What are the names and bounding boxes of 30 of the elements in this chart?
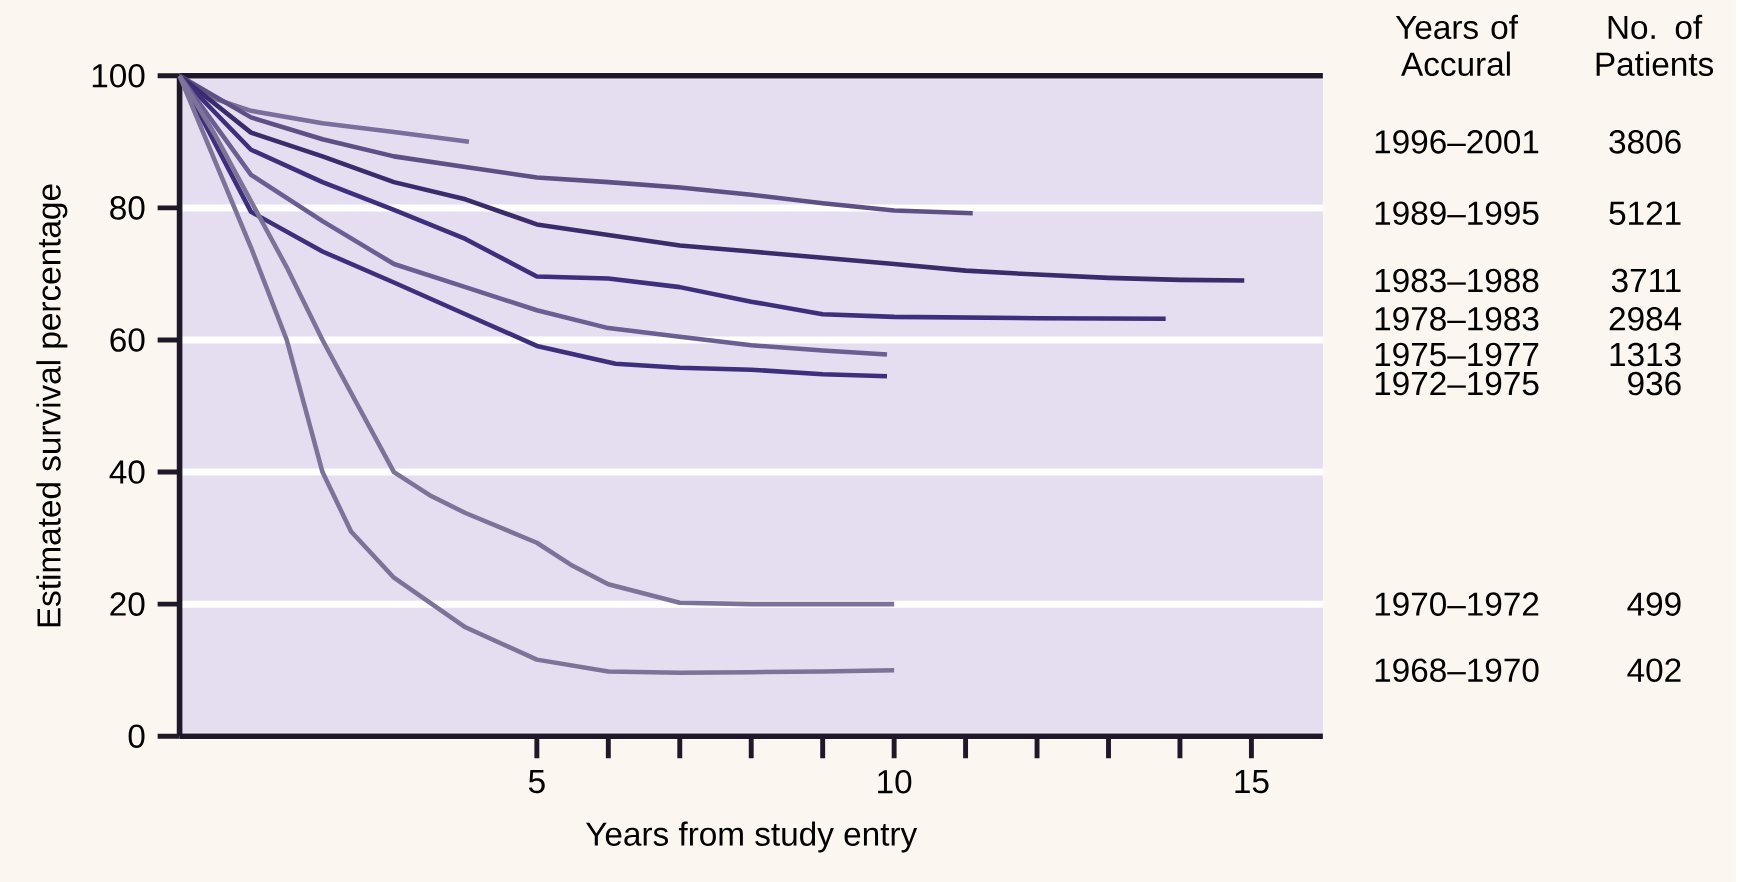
text: 1978–1983: [1375, 307, 1539, 331]
text: 1313: [1610, 342, 1681, 367]
y-axis-title: Estimated survival percentage: [36, 184, 68, 627]
y-tick-label: 100: [92, 64, 145, 88]
text: No. of Patients: [1596, 14, 1714, 77]
text: 402: [1627, 658, 1681, 683]
text: 5121: [1609, 201, 1681, 226]
x-tick-label: 15: [1235, 770, 1269, 794]
text: 1996–2001: [1375, 130, 1539, 154]
x-tick-label: 10: [878, 770, 912, 794]
y-tick-label: 40: [109, 460, 145, 484]
line-series: [177, 73, 976, 216]
x-tick-label: 5: [528, 770, 545, 794]
text: 1989–1995: [1375, 201, 1539, 226]
text: 1983–1988: [1375, 268, 1539, 293]
text: 2984: [1609, 307, 1682, 331]
text: 3711: [1611, 268, 1681, 293]
text: 936: [1628, 371, 1681, 396]
text: 1975–1977: [1375, 342, 1539, 367]
legend-title: Years of Accural: [1395, 14, 1518, 77]
y-tick-label: 20: [110, 592, 145, 616]
x-axis-title: Years from study entry: [585, 821, 918, 853]
text: 1970–1972: [1375, 592, 1539, 616]
text: 499: [1627, 592, 1681, 616]
text: 1968–1970: [1375, 658, 1539, 683]
text: 3806: [1609, 130, 1681, 154]
y-tick-label: 60: [110, 328, 145, 352]
y-tick-label: 0: [128, 724, 145, 749]
text: 1972–1975: [1375, 371, 1539, 396]
y-tick-label: 80: [110, 196, 145, 220]
